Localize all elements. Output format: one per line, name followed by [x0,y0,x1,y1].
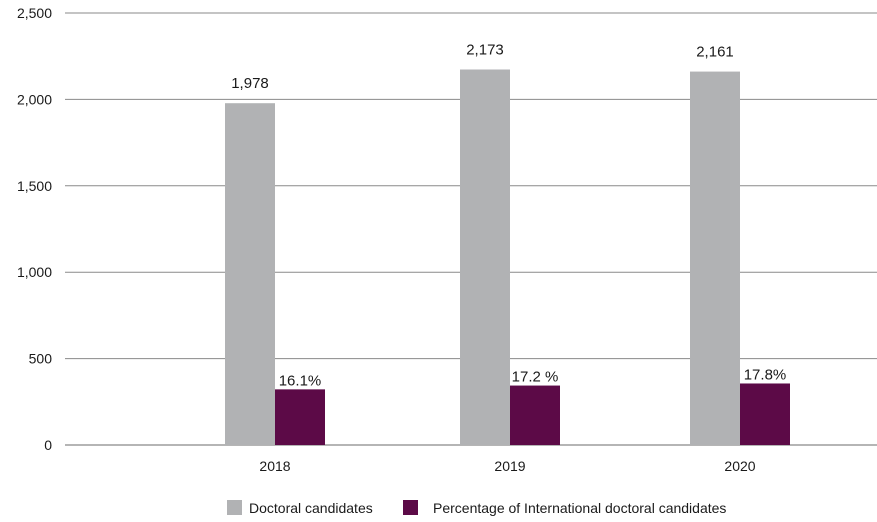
y-tick-label: 0 [44,437,52,453]
data-labels: 1,978 16.1% 2,173 17.2 % 2,161 17.8% [231,42,786,390]
bar-doctoral-candidates [690,71,740,446]
data-label: 2,161 [696,44,734,61]
bar-percentage-international [275,389,325,445]
bar-percentage-international [740,383,790,445]
legend-swatch-percentage-international [403,500,418,515]
bars [225,69,790,446]
bar-percentage-international [510,385,560,445]
bar-doctoral-candidates [460,69,510,445]
y-tick-label: 1,500 [17,178,52,194]
y-tick-label: 2,000 [17,91,52,107]
data-label: 17.8% [744,366,787,383]
data-label: 1,978 [231,75,269,92]
data-label: 16.1% [279,372,322,389]
x-tick-label: 2018 [259,458,290,474]
bar-doctoral-candidates [225,103,275,445]
y-tick-label: 1,000 [17,264,52,280]
y-axis-ticks: 0 500 1,000 1,500 2,000 2,500 [17,5,52,453]
data-label: 2,173 [466,42,504,59]
legend: Doctoral candidates Percentage of Intern… [227,500,726,516]
legend-label-percentage-international: Percentage of International doctoral can… [433,500,726,516]
y-tick-label: 500 [29,351,53,367]
y-tick-label: 2,500 [17,5,52,21]
legend-swatch-doctoral-candidates [227,500,242,515]
x-axis-ticks: 2018 2019 2020 [259,458,755,474]
legend-label-doctoral-candidates: Doctoral candidates [249,500,373,516]
data-label: 17.2 % [512,369,559,386]
x-tick-label: 2019 [494,458,525,474]
x-tick-label: 2020 [724,458,755,474]
